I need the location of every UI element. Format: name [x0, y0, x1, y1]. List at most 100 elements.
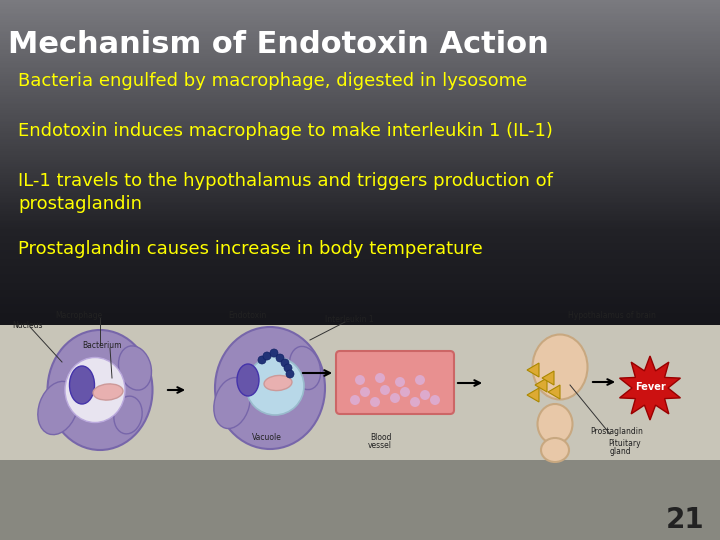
Bar — [0, 111, 720, 113]
Bar — [0, 325, 720, 460]
Bar — [0, 310, 720, 313]
Bar — [0, 534, 720, 536]
Text: gland: gland — [610, 447, 631, 456]
Bar — [0, 483, 720, 486]
Bar — [0, 80, 720, 83]
Bar — [0, 87, 720, 90]
Bar — [0, 460, 720, 540]
Circle shape — [286, 370, 294, 378]
Bar — [0, 98, 720, 101]
Bar — [0, 172, 720, 174]
Bar — [0, 436, 720, 439]
Bar — [0, 173, 720, 177]
Bar — [0, 400, 720, 403]
Bar — [0, 503, 720, 506]
Bar — [0, 523, 720, 525]
Bar — [0, 300, 720, 302]
Bar — [0, 298, 720, 301]
Bar — [0, 220, 720, 223]
Bar — [0, 69, 720, 72]
Bar — [0, 230, 720, 232]
Bar — [0, 213, 720, 216]
Circle shape — [258, 356, 266, 364]
Bar — [0, 426, 720, 428]
Circle shape — [380, 385, 390, 395]
Bar — [0, 48, 720, 50]
Bar — [0, 435, 720, 437]
Bar — [0, 30, 720, 32]
Bar — [0, 57, 720, 59]
Bar — [0, 487, 720, 490]
Bar — [0, 492, 720, 495]
Bar — [0, 433, 720, 436]
Bar — [0, 242, 720, 245]
Bar — [0, 341, 720, 344]
Circle shape — [270, 349, 278, 357]
Bar — [0, 114, 720, 117]
Bar — [0, 247, 720, 250]
Bar — [0, 478, 720, 481]
Bar — [0, 312, 720, 315]
Text: Fever: Fever — [634, 382, 665, 392]
Bar — [0, 129, 720, 131]
Bar — [0, 409, 720, 412]
Bar — [0, 397, 720, 400]
Bar — [0, 318, 720, 320]
Bar — [0, 285, 720, 288]
Bar — [0, 462, 720, 464]
Bar — [0, 386, 720, 389]
Bar — [0, 510, 720, 513]
Bar — [0, 62, 720, 65]
Bar — [0, 357, 720, 360]
Bar — [0, 537, 720, 540]
Bar — [0, 235, 720, 238]
Bar — [0, 8, 720, 11]
Bar — [0, 296, 720, 299]
Bar — [0, 276, 720, 279]
Bar — [0, 379, 720, 382]
Bar — [0, 42, 720, 45]
Bar — [0, 370, 720, 373]
Bar — [0, 237, 720, 239]
FancyBboxPatch shape — [336, 351, 454, 414]
Bar — [0, 454, 720, 457]
Bar — [0, 303, 720, 306]
Bar — [0, 206, 720, 209]
Bar — [0, 60, 720, 63]
Bar — [0, 399, 720, 401]
Bar — [0, 335, 720, 339]
Ellipse shape — [538, 404, 572, 444]
Bar — [0, 96, 720, 99]
Bar — [0, 359, 720, 362]
Bar — [0, 446, 720, 448]
Bar — [0, 127, 720, 130]
Bar — [0, 166, 720, 169]
Bar — [0, 348, 720, 351]
Bar — [0, 233, 720, 236]
Bar — [0, 85, 720, 88]
Bar — [0, 334, 720, 336]
Bar — [0, 366, 720, 369]
Bar — [0, 519, 720, 522]
Bar — [0, 49, 720, 52]
Bar — [0, 460, 720, 463]
Circle shape — [281, 359, 289, 367]
Bar — [0, 65, 720, 69]
Bar — [0, 470, 720, 474]
Bar — [0, 73, 720, 76]
Bar — [0, 362, 720, 366]
Bar — [0, 382, 720, 385]
Bar — [0, 64, 720, 66]
Bar — [0, 157, 720, 160]
Bar — [0, 240, 720, 243]
Bar — [0, 258, 720, 261]
Polygon shape — [527, 363, 539, 377]
Bar — [0, 217, 720, 220]
Bar — [0, 438, 720, 441]
Bar — [0, 308, 720, 312]
Bar — [0, 28, 720, 31]
Bar — [0, 354, 720, 356]
Bar — [0, 76, 720, 79]
Bar — [0, 22, 720, 25]
Bar — [0, 393, 720, 396]
